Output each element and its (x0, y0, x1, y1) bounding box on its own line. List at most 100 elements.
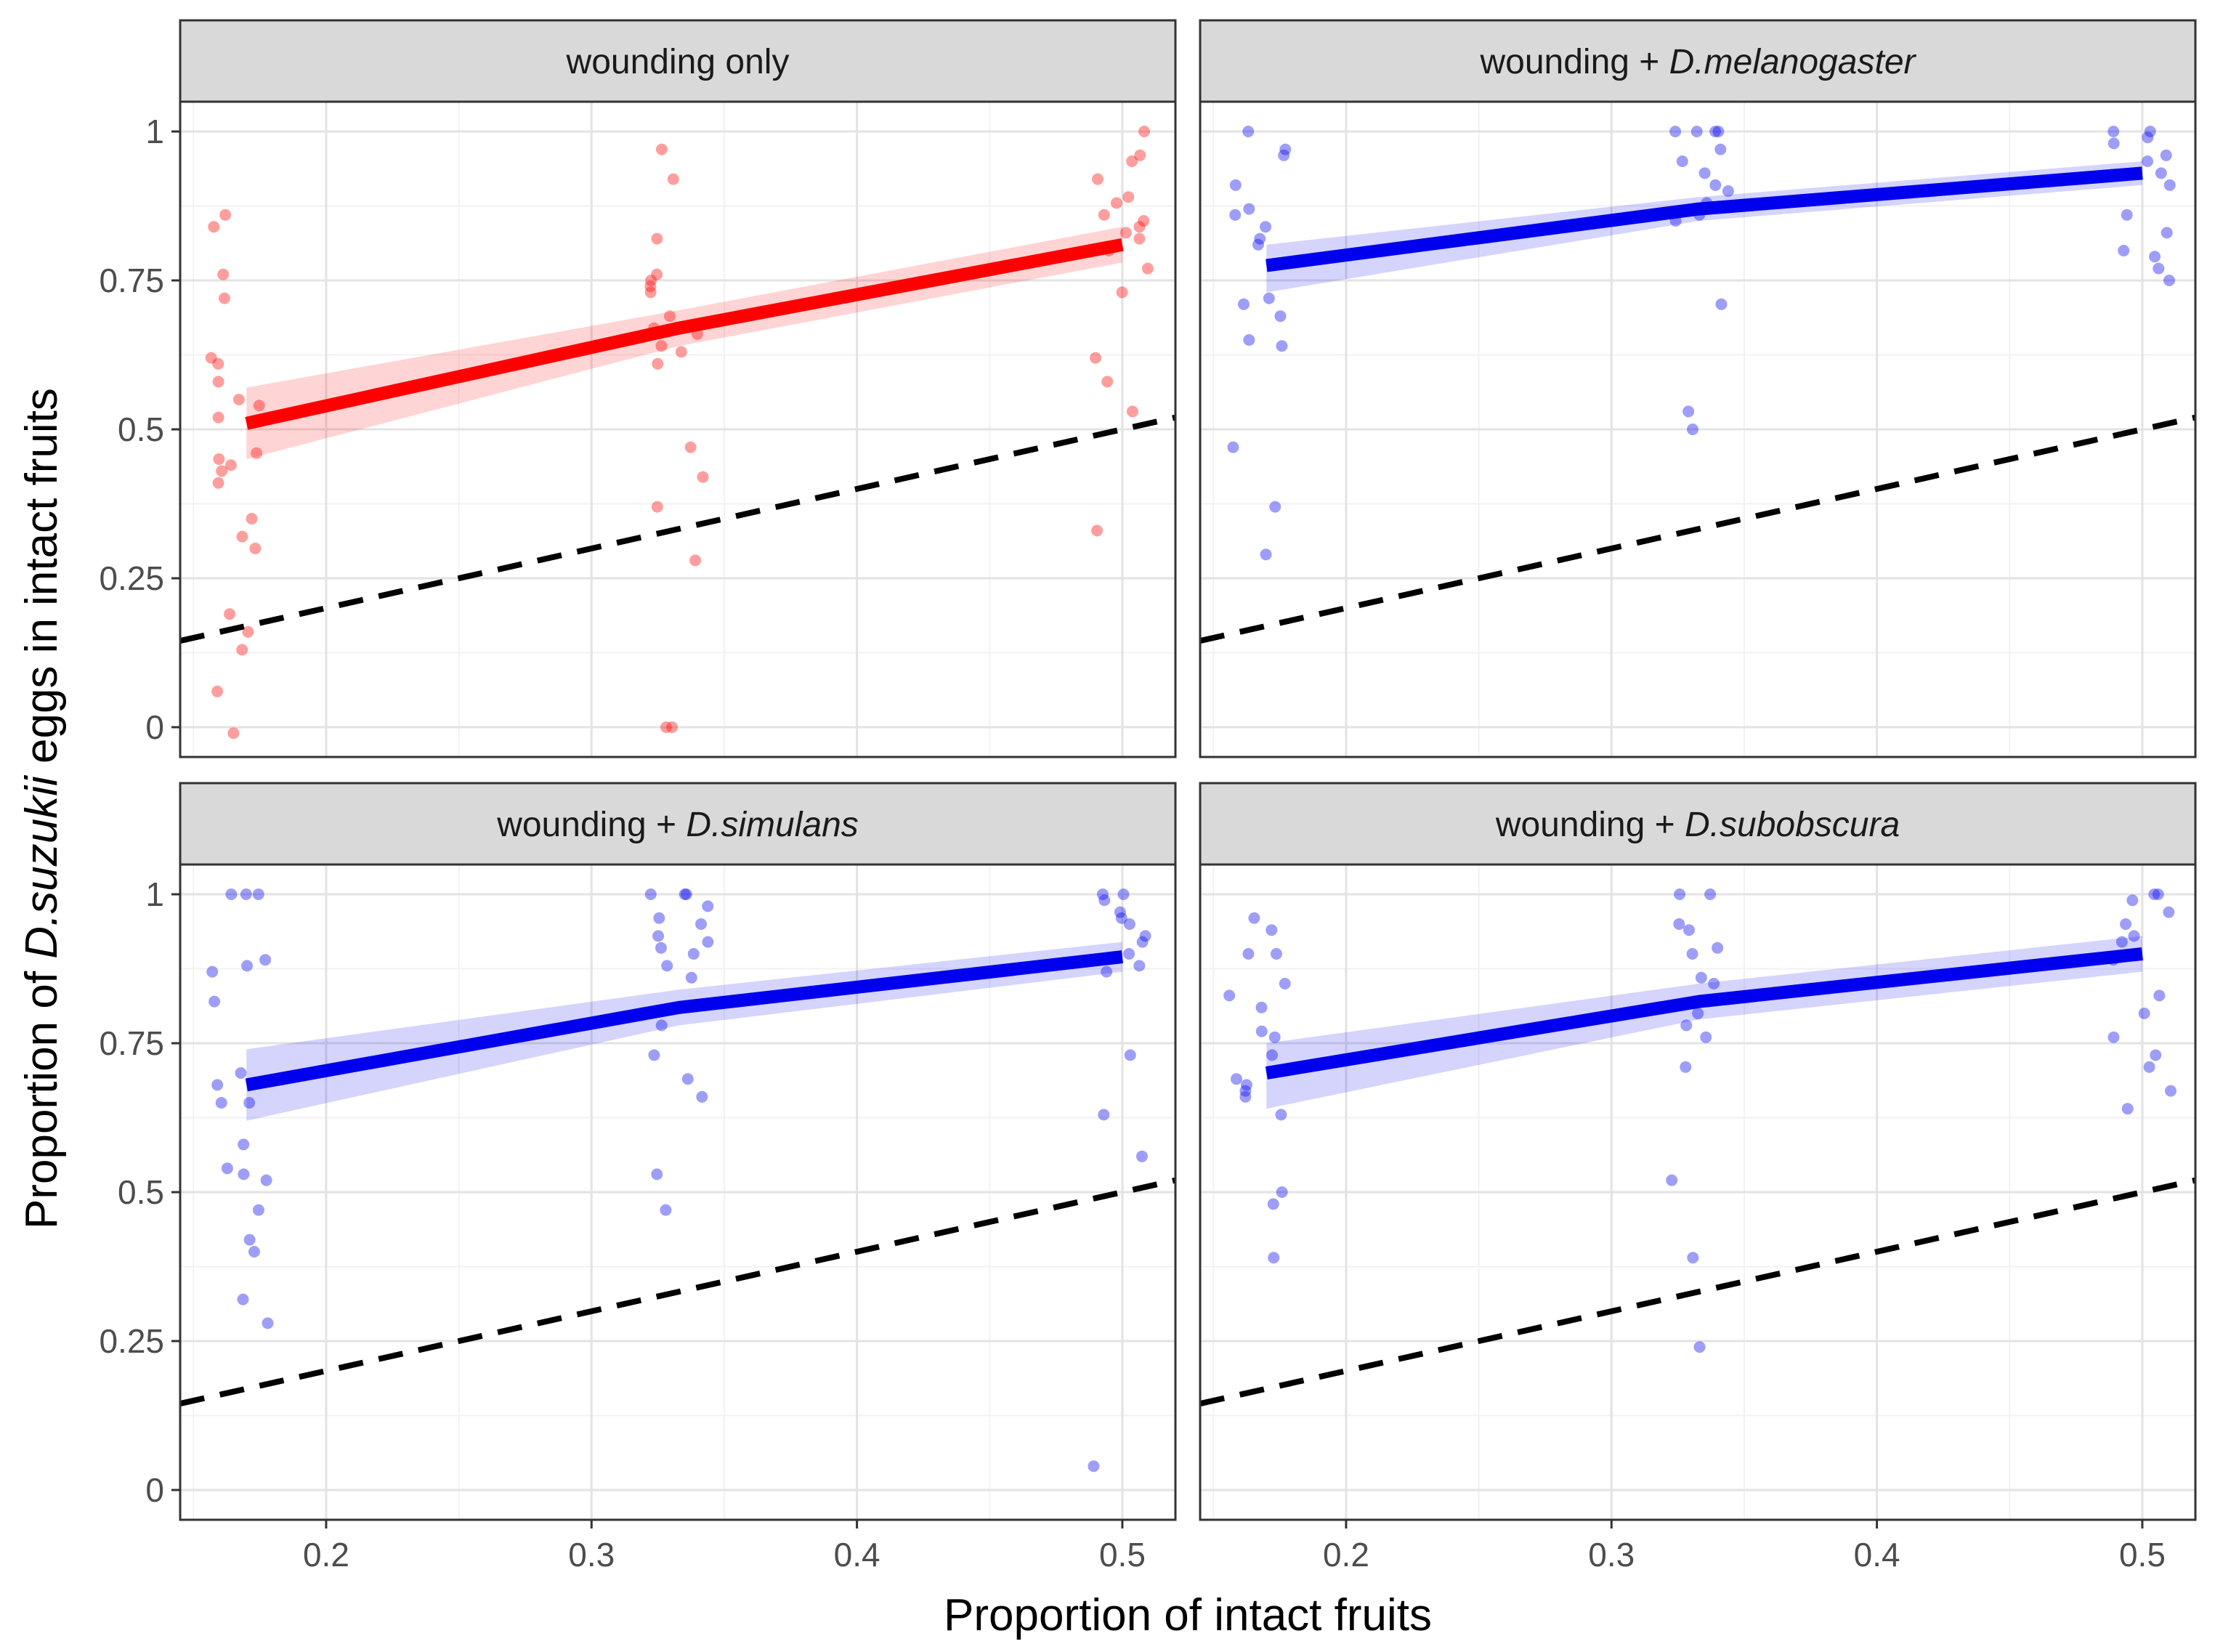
data-point (1101, 965, 1113, 978)
data-point (252, 1204, 264, 1216)
data-point (212, 411, 224, 424)
data-point (645, 275, 657, 286)
data-point (1266, 1049, 1278, 1061)
data-point (1242, 948, 1255, 960)
data-point (696, 1090, 708, 1103)
x-tick-label: 0.2 (1323, 1536, 1369, 1574)
data-point (224, 459, 237, 471)
data-point (2107, 1031, 2120, 1043)
facet-strip-title-plain: wounding + (1495, 806, 1685, 844)
data-point (2153, 262, 2165, 275)
data-point (1686, 424, 1698, 435)
data-point (661, 960, 673, 972)
data-point (208, 995, 221, 1008)
data-point (652, 930, 665, 942)
data-point (1133, 960, 1146, 972)
data-point (1709, 126, 1722, 137)
data-point (685, 971, 697, 984)
data-point (224, 608, 236, 620)
data-point (2163, 275, 2176, 286)
data-point (1268, 1031, 1281, 1043)
facet-panel-2: wounding + D.melanogaster (1199, 19, 2197, 758)
data-point (1715, 298, 1728, 310)
fitted-line (245, 950, 1123, 1092)
data-point (1666, 1174, 1678, 1186)
data-point (1114, 906, 1126, 918)
data-point (680, 888, 692, 900)
data-point (1229, 179, 1242, 191)
data-point (227, 727, 240, 740)
data-point (1692, 1008, 1704, 1019)
data-point (1279, 978, 1291, 989)
data-point (1268, 1252, 1280, 1264)
data-point (1136, 936, 1149, 948)
data-point (702, 936, 714, 948)
data-point (1122, 191, 1135, 203)
data-point (1276, 340, 1288, 352)
data-point (1722, 185, 1734, 197)
x-tick-label: 0.3 (568, 1536, 615, 1574)
facet-strip-title-plain: wounding + (496, 806, 686, 844)
y-tick-label: 0.75 (99, 262, 164, 299)
fitted-line (1266, 166, 2143, 272)
facet-panel-1: wounding only 0 0.25 0.5 0.75 1 (99, 19, 1177, 758)
x-tick-label: 0.5 (1099, 1536, 1146, 1574)
data-point (1682, 405, 1695, 418)
data-point (1098, 1109, 1110, 1121)
data-point (1263, 292, 1275, 304)
data-point (1708, 978, 1720, 989)
data-point (2121, 1103, 2134, 1115)
data-point (1676, 155, 1688, 167)
data-point (1255, 1001, 1268, 1013)
data-point (1240, 1079, 1252, 1091)
data-point (2149, 251, 2161, 263)
data-point (651, 268, 663, 280)
data-point (655, 340, 668, 352)
data-point (1700, 1031, 1712, 1043)
data-point (1124, 1049, 1136, 1061)
data-point (1674, 888, 1686, 900)
data-point (666, 721, 679, 733)
data-point (1704, 888, 1717, 900)
data-point (1101, 376, 1114, 388)
data-point (681, 1073, 694, 1085)
major-gridlines (180, 102, 1175, 757)
data-point (644, 286, 657, 299)
data-point (1138, 215, 1150, 227)
y-tick-label: 0 (145, 708, 164, 746)
data-point (1687, 1252, 1699, 1264)
data-point (2150, 1049, 2162, 1061)
data-point (211, 685, 224, 697)
data-point (1690, 126, 1703, 137)
data-point (664, 310, 676, 323)
data-point (2148, 888, 2161, 900)
data-point (1123, 948, 1135, 960)
facet-strip-title-plain: wounding + (1479, 43, 1669, 81)
data-point (1231, 1073, 1243, 1085)
data-point (213, 453, 225, 465)
data-point (1139, 930, 1151, 942)
data-point (1260, 548, 1272, 561)
y-tick-label: 0.5 (118, 1173, 164, 1211)
data-point (652, 357, 664, 370)
data-point (695, 918, 708, 930)
major-gridlines (180, 865, 1175, 1520)
data-point (2142, 155, 2154, 167)
data-point (655, 143, 668, 155)
panel-data (1200, 126, 2195, 644)
data-point (2143, 1061, 2155, 1073)
data-point (1229, 208, 1242, 221)
x-tick-label: 0.4 (834, 1536, 880, 1574)
data-point (251, 447, 263, 459)
data-point (1698, 167, 1711, 179)
data-point (2164, 1085, 2176, 1097)
data-point (1098, 208, 1110, 221)
data-point (2160, 149, 2172, 161)
data-point (651, 1168, 663, 1181)
data-point (2152, 888, 2164, 900)
major-gridlines (1200, 102, 2195, 757)
data-point (1136, 1150, 1149, 1162)
data-point (1680, 1061, 1692, 1073)
data-point (1270, 948, 1282, 960)
